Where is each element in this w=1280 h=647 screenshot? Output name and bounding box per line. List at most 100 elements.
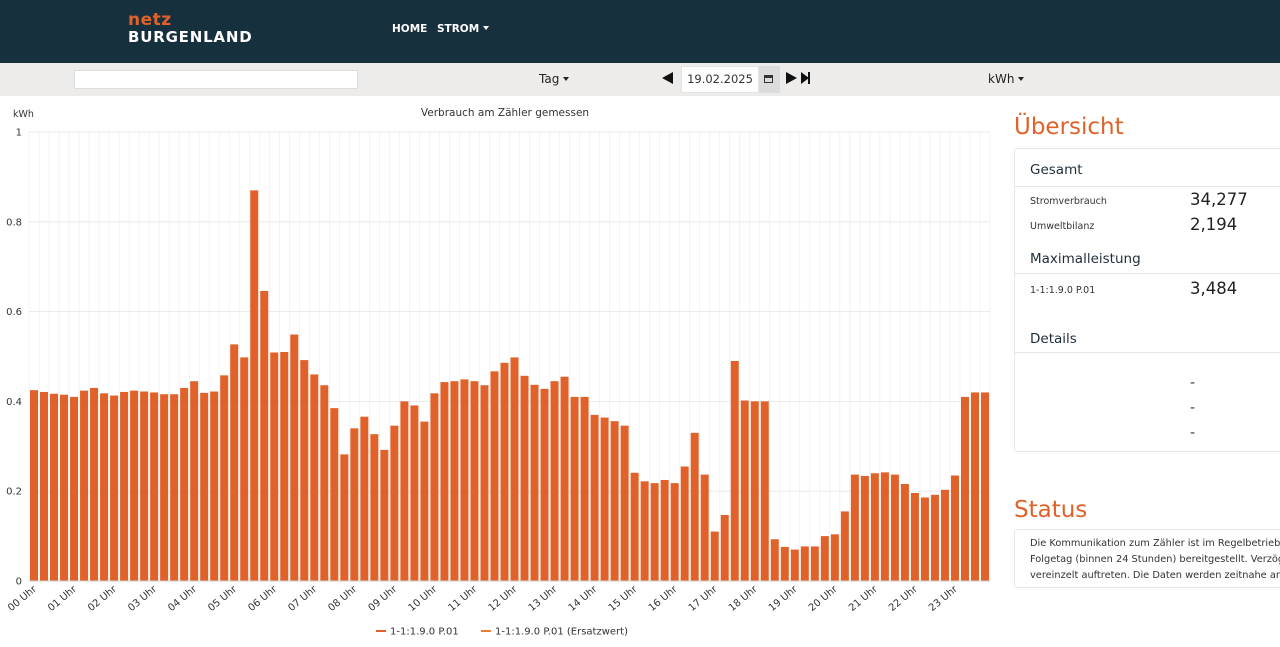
y-tick-label: 0.4 <box>6 397 22 408</box>
bar <box>400 401 409 581</box>
umweltbilanz-value: 2,194 <box>1190 215 1238 234</box>
bar <box>590 414 599 581</box>
details-value: - <box>1190 400 1196 416</box>
x-tick-label: 11 Uhr <box>447 583 481 614</box>
divider <box>1015 273 1280 274</box>
x-tick-label: 07 Uhr <box>286 583 320 614</box>
meter-select-input[interactable] <box>74 70 358 89</box>
legend-label: 1-1:1.9.0 P.01 (Ersatzwert) <box>495 627 628 638</box>
logo-burgenland[interactable]: BURGENLAND <box>128 28 253 46</box>
status-message: Die Kommunikation zum Zähler ist im Rege… <box>1030 536 1280 584</box>
bar <box>170 394 179 581</box>
bar <box>200 392 209 581</box>
bar <box>40 391 49 581</box>
max-meter-value: 3,484 <box>1190 279 1238 298</box>
legend-label: 1-1:1.9.0 P.01 <box>390 627 459 638</box>
nav-strom-dropdown[interactable]: STROM <box>437 23 490 35</box>
bar <box>730 360 739 581</box>
bar <box>570 396 579 581</box>
bar <box>380 449 389 581</box>
bar <box>910 492 919 581</box>
x-tick-label: 09 Uhr <box>366 583 400 614</box>
divider <box>1015 186 1280 187</box>
bar <box>160 394 169 581</box>
unit-dropdown[interactable]: kWh <box>988 72 1025 86</box>
x-tick-label: 08 Uhr <box>326 583 360 614</box>
period-dropdown[interactable]: Tag <box>539 72 570 86</box>
bar <box>920 497 929 581</box>
calendar-icon <box>764 75 773 83</box>
bar <box>370 434 379 581</box>
bar <box>180 387 189 581</box>
y-tick-label: 0.6 <box>6 307 22 318</box>
bar <box>340 454 349 581</box>
bar <box>820 536 829 581</box>
bar <box>310 374 319 581</box>
bar <box>470 381 479 581</box>
chevron-down-icon <box>563 77 570 81</box>
bar <box>130 390 139 581</box>
date-input[interactable]: 19.02.2025 <box>681 66 759 93</box>
bar <box>290 334 299 581</box>
bar <box>350 428 359 581</box>
x-tick-label: 02 Uhr <box>86 583 120 614</box>
status-line: vereinzelt auftreten. Die Daten werden z… <box>1030 570 1280 581</box>
bar <box>420 421 429 581</box>
bar <box>670 483 679 581</box>
x-tick-label: 13 Uhr <box>527 583 561 614</box>
nav-home-link[interactable]: HOME <box>392 23 427 35</box>
status-line: Folgetag (binnen 24 Stunden) bereitgeste… <box>1030 554 1280 565</box>
bar <box>610 421 619 581</box>
bar <box>660 479 669 581</box>
bar <box>530 384 539 581</box>
bar <box>250 190 259 581</box>
y-tick-label: 0 <box>16 577 22 588</box>
bar <box>360 416 369 581</box>
bar <box>230 344 239 581</box>
x-tick-label: 14 Uhr <box>567 583 601 614</box>
x-tick-label: 12 Uhr <box>487 583 521 614</box>
chevron-down-icon <box>1018 77 1025 81</box>
maximalleistung-heading: Maximalleistung <box>1030 251 1141 267</box>
logo-netz[interactable]: netz <box>128 10 172 30</box>
bar <box>970 392 979 581</box>
bar <box>320 385 329 581</box>
y-tick-label: 1 <box>16 128 22 139</box>
calendar-button[interactable] <box>759 66 780 93</box>
previous-day-icon[interactable] <box>662 72 673 84</box>
chart-toolbar: Tag 19.02.2025 kWh <box>0 63 1280 96</box>
bar <box>410 405 419 581</box>
unit-label: kWh <box>988 72 1015 86</box>
bar <box>450 381 459 581</box>
x-tick-label: 23 Uhr <box>927 583 961 614</box>
bar <box>890 474 899 581</box>
bar <box>740 400 749 581</box>
bar <box>210 391 219 581</box>
nav-home-label: HOME <box>392 23 428 35</box>
bar <box>260 290 269 581</box>
bar <box>850 474 859 581</box>
bar <box>80 390 89 581</box>
bar <box>190 381 199 581</box>
period-label: Tag <box>539 72 560 86</box>
x-tick-label: 21 Uhr <box>847 583 881 614</box>
overview-card <box>1014 148 1280 452</box>
bar <box>800 546 809 581</box>
x-tick-label: 03 Uhr <box>126 583 160 614</box>
nav-strom-label: STROM <box>437 23 480 35</box>
x-tick-label: 06 Uhr <box>246 583 280 614</box>
chart-title: Verbrauch am Zähler gemessen <box>421 107 589 119</box>
bar <box>520 375 529 581</box>
bar <box>480 385 489 581</box>
x-tick-label: 00 Uhr <box>6 583 40 614</box>
bar <box>650 483 659 581</box>
next-day-icon[interactable] <box>786 72 797 84</box>
bar <box>460 379 469 581</box>
bar <box>490 371 499 581</box>
top-navbar: netz BURGENLAND HOME STROM <box>0 0 1280 63</box>
bar <box>280 352 289 581</box>
bar <box>300 360 309 581</box>
details-heading: Details <box>1030 331 1077 347</box>
bar <box>870 473 879 581</box>
bar <box>680 466 689 581</box>
